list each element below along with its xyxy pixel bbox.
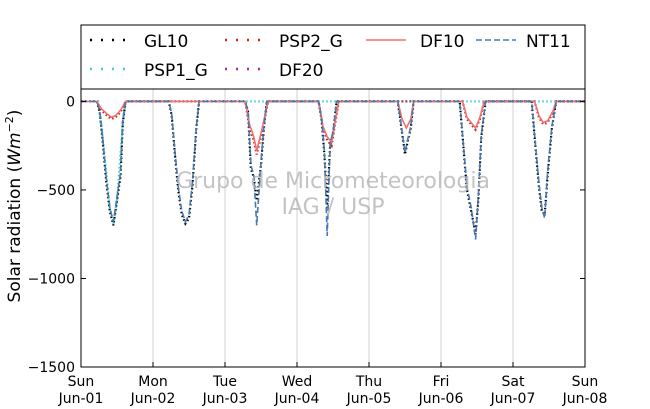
legend: GL10 PSP2_G DF10 NT11 PSP1_G DF20 <box>90 32 571 81</box>
watermark: Grupo de Micrometeorologia IAG / USP <box>176 169 490 220</box>
x-tick-label-date: Jun-04 <box>274 391 320 407</box>
axis-ticks: 0−500−1000−1500SunJun-01MonJun-02TueJun-… <box>28 94 608 407</box>
y-tick-label: 0 <box>66 94 75 110</box>
x-tick-label-date: Jun-01 <box>58 391 104 407</box>
x-tick-label-date: Jun-06 <box>418 391 464 407</box>
x-tick-label-day: Tue <box>212 374 237 390</box>
legend-label-df10: DF10 <box>420 32 465 52</box>
plot-area <box>80 24 586 368</box>
x-tick-label-date: Jun-05 <box>346 391 392 407</box>
y-axis-label-close: ) <box>5 110 25 117</box>
y-axis-label-exponent: −2 <box>3 116 16 132</box>
watermark-line-1: Grupo de Micrometeorologia <box>176 169 490 194</box>
x-tick-label-day: Mon <box>138 374 168 390</box>
x-tick-label-date: Jun-08 <box>562 391 608 407</box>
series-layer <box>81 100 585 240</box>
x-tick-label-date: Jun-07 <box>490 391 536 407</box>
y-tick-label: −1000 <box>28 271 75 287</box>
y-tick-label: −1500 <box>28 360 75 376</box>
legend-label-df20: DF20 <box>279 61 324 81</box>
series-line-nt11 <box>81 100 585 240</box>
watermark-line-2: IAG / USP <box>282 195 385 220</box>
y-axis-label-unit: Wm <box>5 132 25 165</box>
y-axis-label-text: Solar radiation ( <box>5 166 25 303</box>
grid <box>81 88 585 367</box>
x-tick-label-day: Sun <box>68 374 95 390</box>
x-tick-label-date: Jun-03 <box>202 391 248 407</box>
x-tick-label-date: Jun-02 <box>130 391 176 407</box>
x-tick-label-day: Wed <box>282 374 313 390</box>
legend-label-psp1-g: PSP1_G <box>144 61 208 81</box>
legend-label-psp2-g: PSP2_G <box>279 32 343 52</box>
legend-label-gl10: GL10 <box>144 32 188 52</box>
y-tick-label: −500 <box>37 183 75 199</box>
x-tick-label-day: Sun <box>572 374 599 390</box>
legend-label-nt11: NT11 <box>526 32 571 52</box>
x-tick-label-day: Sat <box>502 374 525 390</box>
y-axis-label: Solar radiation (Wm−2) <box>3 110 25 303</box>
x-tick-label-day: Thu <box>355 374 382 390</box>
x-tick-label-day: Fri <box>433 374 450 390</box>
